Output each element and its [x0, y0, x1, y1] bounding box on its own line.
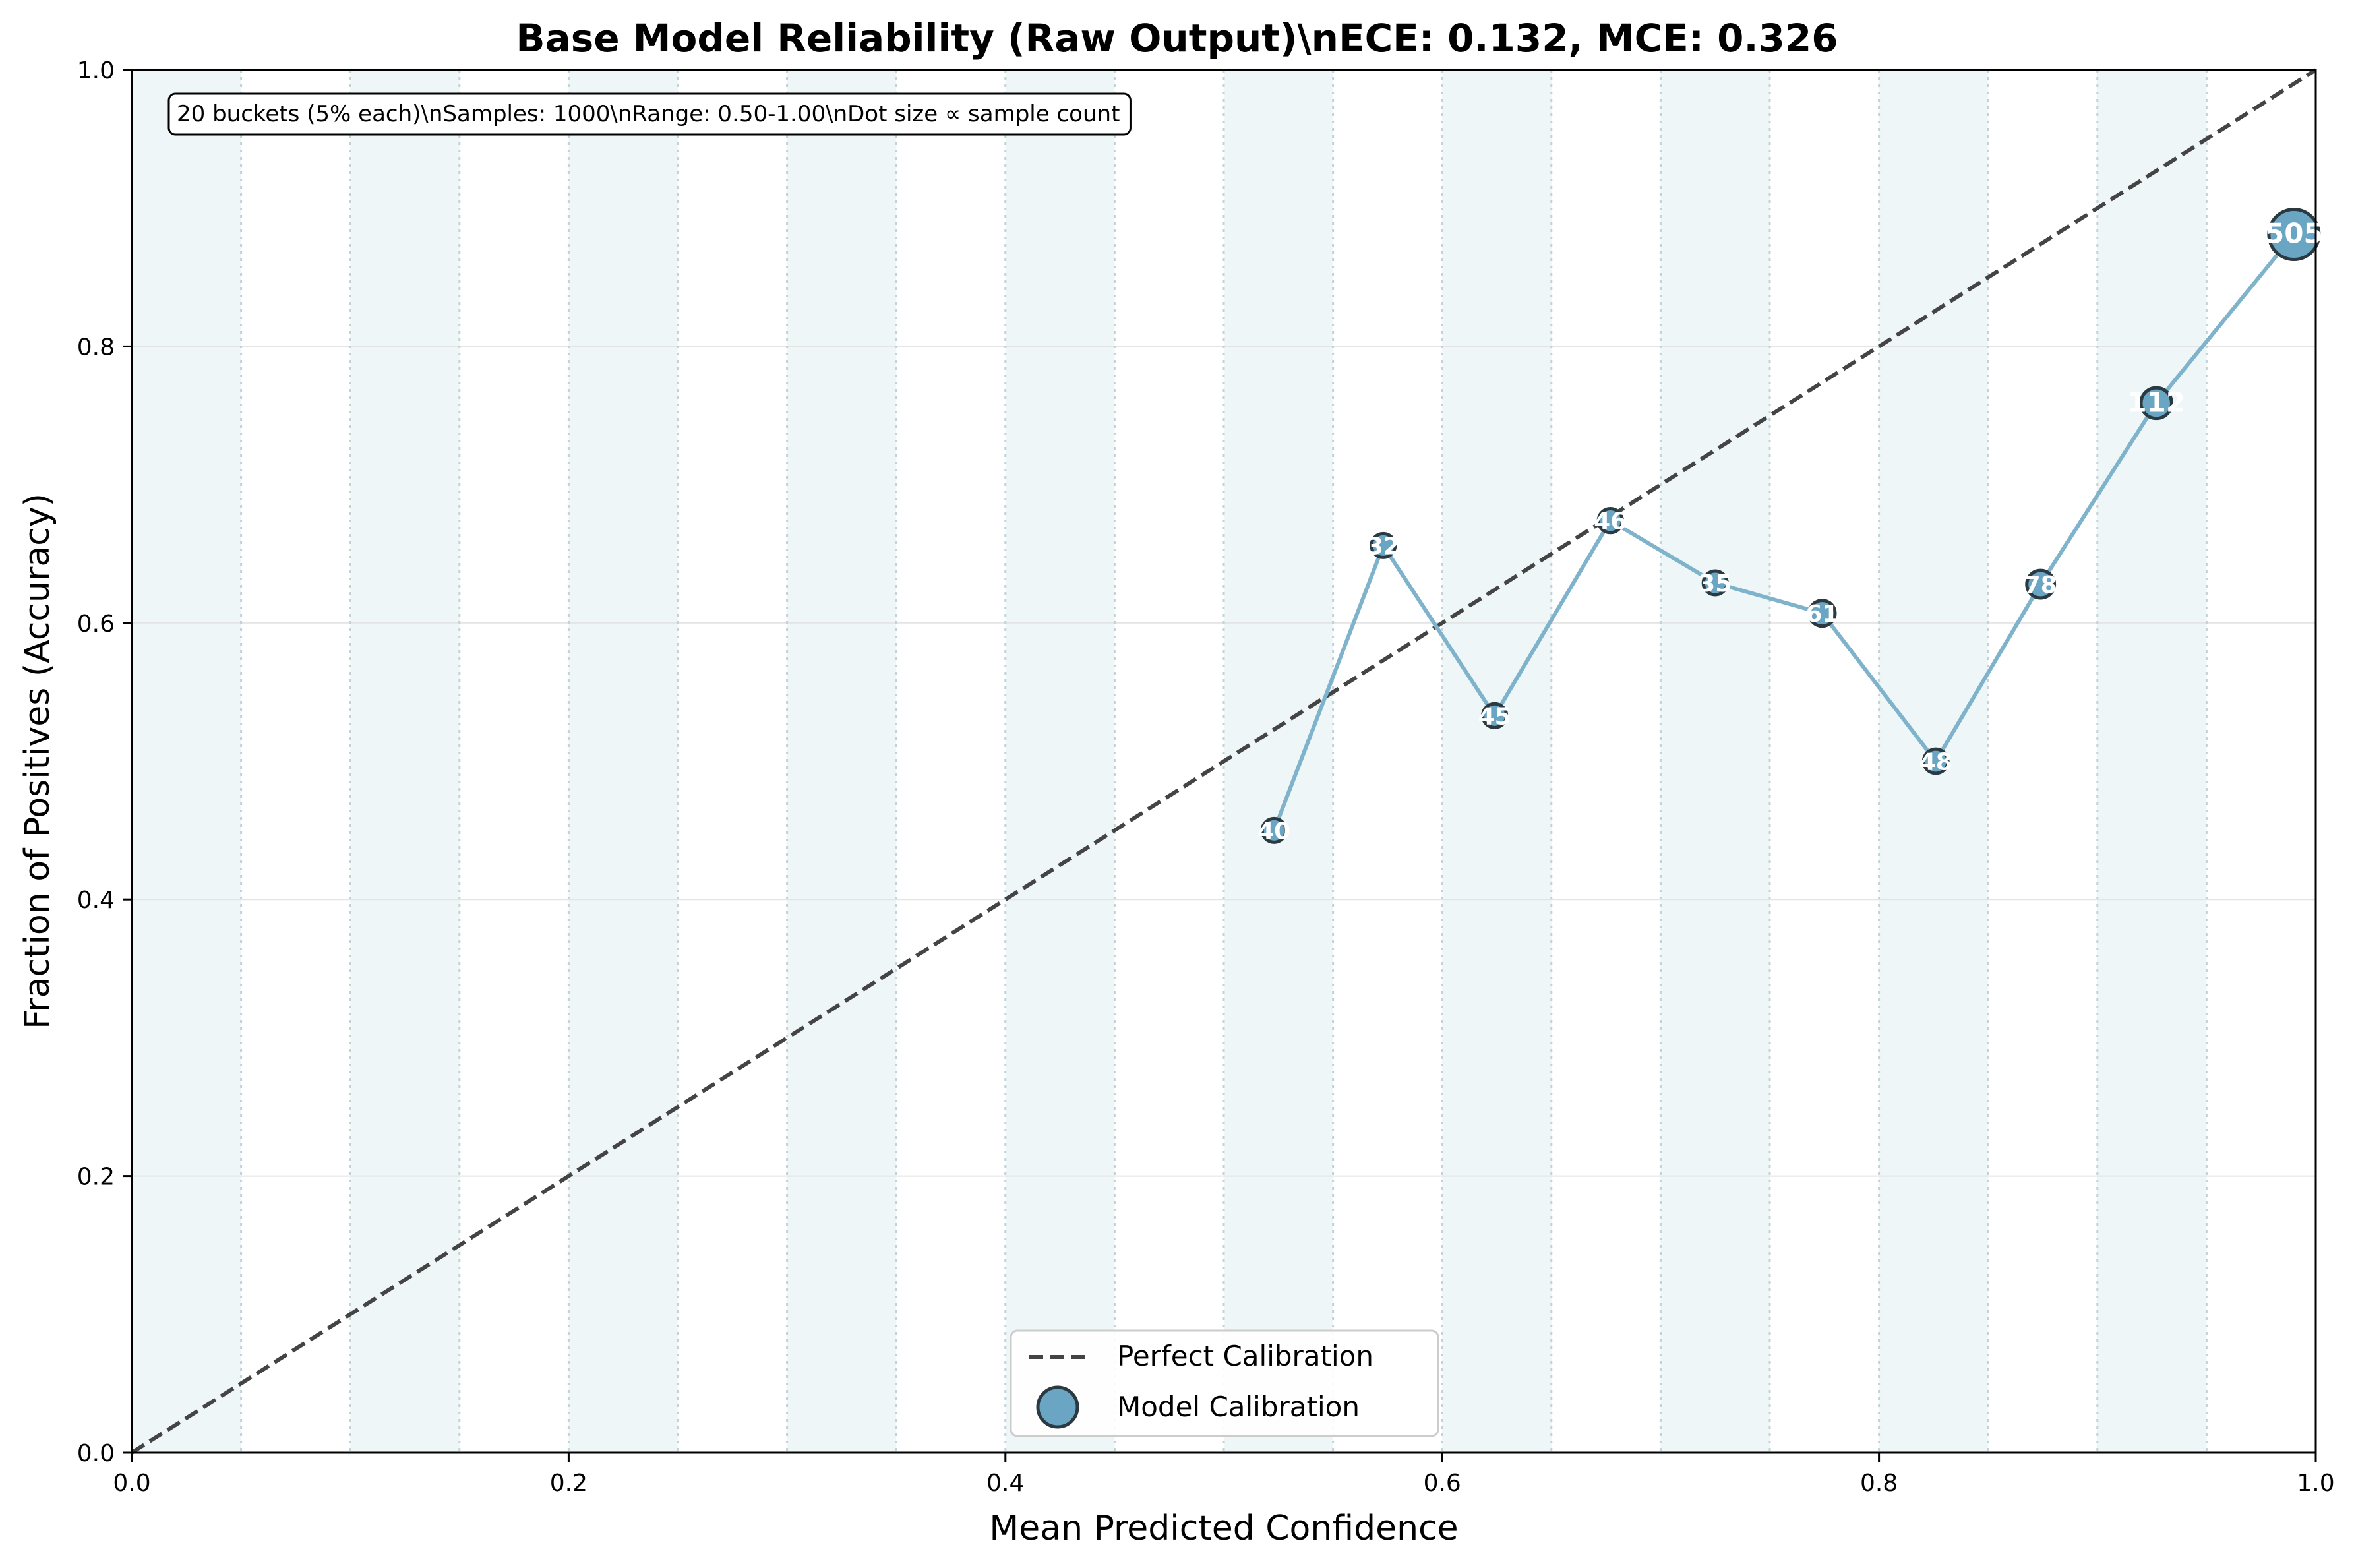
legend-label-model: Model Calibration	[1117, 1391, 1360, 1423]
series-layer	[1272, 233, 2296, 831]
point-count-label: 505	[2265, 218, 2323, 250]
axes: 0.0 0.2 0.4 0.6 0.8 1.0 0.0 0.2 0.4 0.6 0.8 1.0	[77, 57, 2335, 1497]
y-tick-label: 1.0	[77, 57, 115, 84]
y-tick-label: 0.2	[77, 1164, 115, 1191]
annotation-box	[167, 92, 1132, 136]
y-axis-title: Fraction of Positives (Accuracy)	[18, 493, 57, 1029]
chart-title: Base Model Reliability (Raw Output)\nECE…	[516, 16, 1838, 61]
x-tick-label: 0.6	[1424, 1470, 1461, 1497]
calibration-line	[1272, 233, 2296, 831]
plot-frame	[131, 69, 2317, 1454]
calibration-point	[1481, 702, 1509, 729]
point-count-label: 48	[1919, 749, 1952, 776]
y-tick-label: 0.6	[77, 611, 115, 638]
calibration-point	[1260, 816, 1288, 844]
y-tick-label: 0.8	[77, 334, 115, 361]
legend-swatch-model	[1036, 1385, 1079, 1429]
x-tick-label: 0.8	[1860, 1470, 1898, 1497]
x-tick-label: 0.4	[986, 1470, 1024, 1497]
calibration-point	[1807, 599, 1837, 628]
legend-label-reference: Perfect Calibration	[1117, 1340, 1373, 1372]
calibration-point	[2267, 208, 2321, 262]
calibration-point	[2139, 386, 2174, 421]
point-count-label: 78	[2024, 572, 2057, 599]
x-axis-title: Mean Predicted Confidence	[989, 1509, 1458, 1548]
calibration-point	[2025, 568, 2057, 600]
y-tick-label: 0.0	[77, 1440, 115, 1467]
legend-box	[1010, 1329, 1439, 1437]
point-count-label: 45	[1478, 703, 1511, 730]
bucket-band	[132, 70, 241, 1453]
calibration-point	[1921, 747, 1950, 775]
points-layer: 40 32 45 46 35 61 48 78 112 505	[1257, 208, 2323, 845]
annotation-text: 20 buckets (5% each)\nSamples: 1000\nRan…	[177, 101, 1120, 127]
point-count-label: 35	[1699, 570, 1732, 597]
bucket-band	[1005, 70, 1115, 1453]
x-tick-label: 0.0	[113, 1470, 150, 1497]
point-count-label: 32	[1367, 533, 1400, 560]
legend: Perfect Calibration Model Calibration	[1010, 1329, 1439, 1437]
annotation-layer: 20 buckets (5% each)\nSamples: 1000\nRan…	[167, 92, 1132, 136]
bucket-band	[2097, 70, 2207, 1453]
calibration-point	[1596, 506, 1624, 535]
x-tick-label: 0.2	[550, 1470, 588, 1497]
perfect-calibration-line	[131, 68, 2317, 1455]
y-tick-label: 0.4	[77, 887, 115, 914]
bucket-band	[350, 70, 460, 1453]
axis-labels: Mean Predicted Confidence Fraction of Pos…	[18, 493, 1459, 1548]
point-count-label: 46	[1594, 508, 1627, 535]
bucket-band	[568, 70, 678, 1453]
x-tick-label: 1.0	[2297, 1470, 2334, 1497]
point-count-label: 40	[1257, 818, 1290, 845]
point-count-label: 112	[2127, 386, 2185, 418]
reference-line-layer	[131, 68, 2317, 1455]
point-count-label: 61	[1805, 601, 1838, 628]
calibration-point	[1370, 531, 1397, 559]
bucket-band	[1660, 70, 1770, 1453]
calibration-point	[1701, 569, 1729, 597]
bucket-band	[1224, 70, 1333, 1453]
bucket-bands	[132, 70, 2207, 1453]
bucket-band	[787, 70, 897, 1453]
bucket-band	[1442, 70, 1552, 1453]
